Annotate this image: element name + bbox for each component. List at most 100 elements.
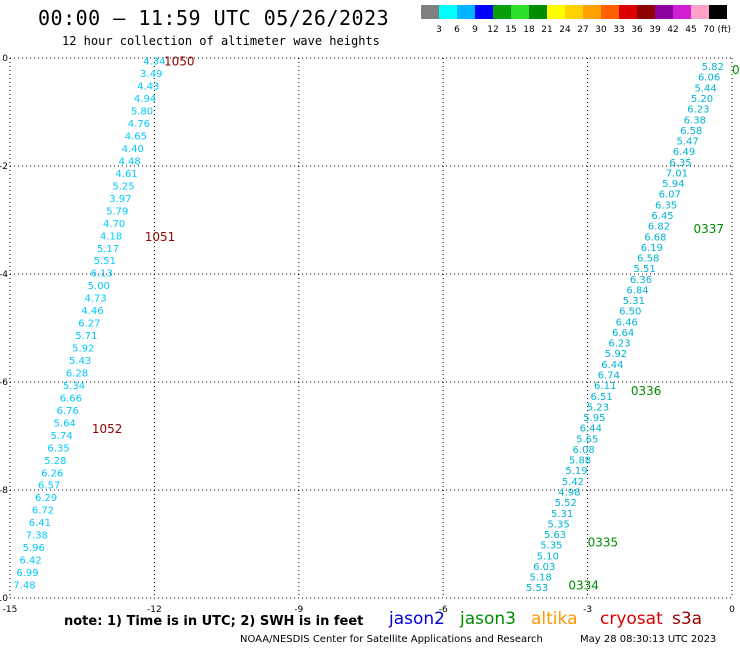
- track-value-west: 6.41: [29, 518, 51, 529]
- track-value-east: 6.23: [608, 339, 630, 350]
- color-scale-swatch: [421, 5, 439, 19]
- track-value-west: 4.43: [137, 82, 159, 93]
- x-tick-label: -6: [439, 605, 448, 615]
- track-value-east: 5.47: [677, 137, 699, 148]
- color-scale-swatch: [655, 5, 673, 19]
- track-value-west: 5.25: [112, 181, 134, 192]
- track-value-east: 5.94: [662, 179, 684, 190]
- color-scale-label: 27: [577, 25, 588, 35]
- track-value-west: 6.99: [16, 568, 38, 579]
- y-tick-label: -2: [0, 162, 8, 172]
- track-value-east: 5.82: [702, 62, 724, 73]
- color-scale-swatch: [673, 5, 691, 19]
- footer-timestamp: May 28 08:30:13 UTC 2023: [580, 634, 717, 645]
- track-value-east: 6.44: [580, 424, 602, 435]
- track-value-west: 4.61: [115, 169, 137, 180]
- color-scale-label: 70: [703, 25, 715, 35]
- color-scale-swatch: [475, 5, 493, 19]
- track-value-west: 4.18: [100, 231, 122, 242]
- x-tick-label: -3: [583, 605, 592, 615]
- track-value-west: 5.43: [69, 356, 91, 367]
- color-scale-swatch: [709, 5, 727, 19]
- pass-time-label: 0: [732, 63, 740, 77]
- track-value-east: 6.68: [644, 232, 666, 243]
- track-value-east: 5.19: [565, 466, 587, 477]
- track-value-east: 5.35: [540, 541, 562, 552]
- track-value-east: 5.52: [555, 498, 577, 509]
- color-scale-label: 36: [631, 25, 643, 35]
- x-tick-label: -12: [147, 605, 162, 615]
- track-value-west: 5.64: [54, 418, 76, 429]
- color-scale-unit: (ft): [717, 25, 731, 35]
- track-value-west: 6.72: [32, 506, 54, 517]
- track-value-west: 5.71: [75, 331, 97, 342]
- track-value-east: 6.03: [533, 562, 555, 573]
- y-tick-label: -10: [0, 594, 8, 604]
- color-scale-swatch: [547, 5, 565, 19]
- track-value-east: 6.36: [630, 275, 652, 286]
- track-value-west: 4.94: [134, 94, 156, 105]
- track-value-east: 4.98: [558, 487, 580, 498]
- track-value-west: 4.76: [128, 119, 150, 130]
- track-value-west: 6.29: [35, 493, 57, 504]
- pass-time-label: 0335: [588, 535, 619, 549]
- color-scale-swatch: [691, 5, 709, 19]
- track-value-east: 6.58: [637, 254, 659, 265]
- track-value-east: 5.31: [551, 509, 573, 520]
- y-tick-label: -8: [0, 486, 8, 496]
- x-tick-label: 0: [729, 605, 735, 615]
- pass-time-label: 0337: [693, 222, 724, 236]
- track-value-east: 6.38: [684, 115, 706, 126]
- note-text: note: 1) Time is in UTC; 2) SWH is in fe…: [64, 614, 364, 629]
- track-value-east: 6.19: [641, 243, 663, 254]
- color-scale-swatch: [439, 5, 457, 19]
- pass-time-label: 0334: [568, 579, 599, 593]
- track-value-east: 6.23: [687, 105, 709, 116]
- track-value-east: 6.11: [594, 381, 616, 392]
- track-value-west: 5.17: [97, 244, 119, 255]
- track-value-east: 5.65: [576, 434, 598, 445]
- track-value-west: 6.42: [19, 556, 41, 567]
- footer-credit: NOAA/NESDIS Center for Satellite Applica…: [240, 634, 543, 645]
- color-scale-label: 30: [595, 25, 607, 35]
- track-value-west: 5.80: [131, 107, 153, 118]
- track-value-west: 4.70: [103, 219, 125, 230]
- color-scale-swatch: [565, 5, 583, 19]
- satellite-legend-jason3: jason3: [460, 609, 516, 629]
- track-value-east: 5.88: [569, 456, 591, 467]
- track-value-east: 6.58: [680, 126, 702, 137]
- track-value-east: 7.01: [666, 168, 688, 179]
- track-value-west: 4.73: [84, 294, 106, 305]
- track-value-east: 5.92: [605, 349, 627, 360]
- track-value-west: 5.51: [94, 256, 116, 267]
- track-value-east: 6.35: [669, 158, 691, 169]
- track-value-west: 4.65: [125, 132, 147, 143]
- pass-time-label: 1052: [92, 422, 123, 436]
- pass-time-label: 0336: [631, 384, 662, 398]
- track-value-east: 6.35: [655, 200, 677, 211]
- track-value-west: 6.26: [41, 468, 63, 479]
- track-value-west: 6.57: [38, 481, 60, 492]
- track-value-east: 5.20: [691, 94, 713, 105]
- color-scale-swatch: [511, 5, 529, 19]
- track-value-west: 7.38: [26, 531, 48, 542]
- color-scale-label: 39: [649, 25, 661, 35]
- track-value-west: 7.48: [13, 581, 35, 592]
- track-value-east: 5.95: [583, 413, 605, 424]
- track-value-west: 6.35: [47, 443, 69, 454]
- color-scale-swatch: [601, 5, 619, 19]
- color-scale-swatch: [583, 5, 601, 19]
- track-value-east: 6.08: [573, 445, 595, 456]
- color-scale-label: 24: [559, 25, 571, 35]
- satellite-legend-jason2: jason2: [389, 609, 445, 629]
- track-value-west: 5.96: [23, 543, 45, 554]
- track-value-west: 4.40: [122, 144, 144, 155]
- track-value-east: 5.10: [537, 551, 559, 562]
- color-scale-swatch: [493, 5, 511, 19]
- x-tick-label: -15: [3, 605, 18, 615]
- track-value-east: 6.44: [601, 360, 623, 371]
- color-scale-label: 3: [436, 25, 442, 35]
- y-tick-label: 0: [2, 54, 8, 64]
- track-value-east: 5.44: [694, 83, 716, 94]
